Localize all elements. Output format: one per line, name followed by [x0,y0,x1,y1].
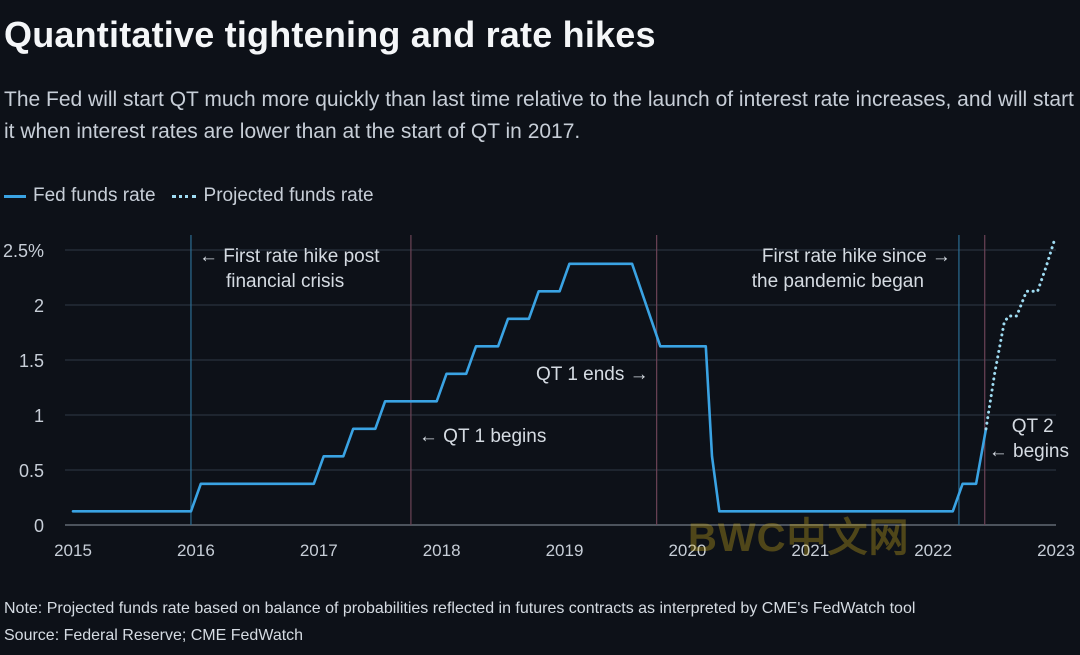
x-tick-label: 2016 [177,541,215,560]
annotation-text-rate-hike-2022: First rate hike since → [762,246,951,267]
annotation-text-rate-hike-2015: ← First rate hike post [199,246,380,267]
y-tick-label: 1 [34,406,44,426]
annotation-qt2-begins: QT 2 ← begins [989,416,1069,462]
source-line: Source: Federal Reserve; CME FedWatch [4,627,304,644]
y-tick-label: 1.5 [19,351,44,371]
y-tick-label: 0.5 [19,461,44,481]
annotation-text-rate-hike-2015: financial crisis [226,271,344,292]
rate-chart: 0 0.5 1 1.5 2 2.5% 2015 2016 2017 2018 2019 2020 202… [3,235,1075,560]
x-tick-label: 2023 [1037,541,1075,560]
footnote: Note: Projected funds rate based on bala… [4,600,916,617]
x-tick-label: 2015 [54,541,92,560]
annotation-rate-hike-2022: First rate hike since → the pandemic bega… [752,246,951,292]
annotation-qt1-begins: ← QT 1 begins [419,426,546,447]
legend-label-projected-funds-rate: Projected funds rate [203,185,374,206]
annotation-text-qt2-begins: ← begins [989,441,1069,462]
legend: Fed funds rate Projected funds rate [4,185,374,207]
annotation-rate-hike-2015: ← First rate hike post financial crisis [199,246,380,292]
series-line-projected-funds-rate [984,237,1057,431]
annotation-text-qt2-begins: QT 2 [1012,416,1054,437]
x-tick-label: 2018 [423,541,461,560]
x-tick-label: 2022 [914,541,952,560]
legend-swatch-fed-funds-rate [4,194,26,198]
legend-label-fed-funds-rate: Fed funds rate [33,185,156,206]
annotation-qt1-ends: QT 1 ends → [536,364,649,385]
x-tick-label: 2017 [300,541,338,560]
x-tick-label: 2021 [791,541,829,560]
legend-swatch-projected-funds-rate [171,194,196,198]
watermark-logo: BWC中文网 [688,516,910,560]
chart-subtitle: The Fed will start QT much more quickly … [4,88,1074,143]
annotation-text-qt1-ends: QT 1 ends → [536,364,649,385]
series-line-fed-funds-rate [71,262,988,513]
x-tick-label: 2020 [668,541,706,560]
annotation-text-rate-hike-2022: the pandemic began [752,271,924,292]
y-tick-label: 2.5% [3,241,44,261]
chart-title: Quantitative tightening and rate hikes [4,14,656,55]
y-tick-label: 2 [34,296,44,316]
x-tick-label: 2019 [546,541,584,560]
y-tick-label: 0 [34,516,44,536]
annotation-text-qt1-begins: ← QT 1 begins [419,426,546,447]
